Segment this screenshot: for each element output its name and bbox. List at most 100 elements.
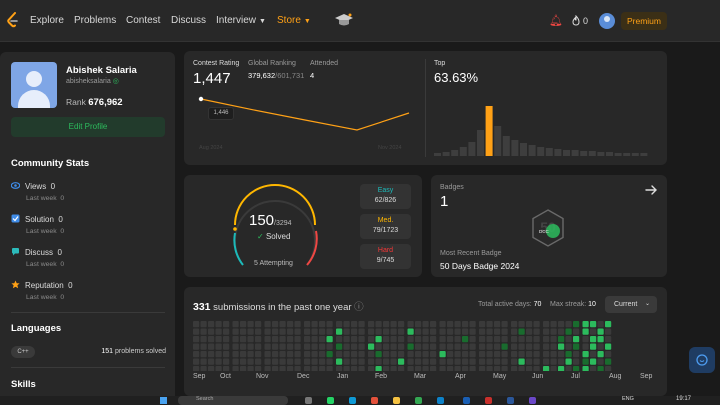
heatmap-cell[interactable]	[287, 336, 294, 343]
heatmap-cell[interactable]	[422, 343, 429, 350]
heatmap-cell[interactable]	[582, 358, 589, 365]
heatmap-cell[interactable]	[368, 358, 375, 365]
heatmap-cell[interactable]	[550, 328, 557, 335]
heatmap-cell[interactable]	[255, 366, 262, 371]
heatmap-cell[interactable]	[319, 336, 326, 343]
heatmap-cell[interactable]	[223, 366, 230, 371]
year-dropdown[interactable]: Current ⌄	[605, 296, 657, 313]
arrow-right-icon[interactable]	[645, 184, 657, 196]
heatmap-cell[interactable]	[479, 328, 486, 335]
word-icon[interactable]	[507, 397, 514, 404]
heatmap-cell[interactable]	[336, 366, 343, 371]
heatmap-cell[interactable]	[590, 321, 597, 328]
heatmap-cell[interactable]	[240, 321, 247, 328]
heatmap-cell[interactable]	[279, 336, 286, 343]
heatmap-cell[interactable]	[550, 366, 557, 371]
heatmap-cell[interactable]	[375, 366, 382, 371]
heatmap-cell[interactable]	[232, 321, 239, 328]
heatmap-cell[interactable]	[533, 358, 540, 365]
heatmap-cell[interactable]	[240, 351, 247, 358]
heatmap-cell[interactable]	[319, 343, 326, 350]
heatmap-cell[interactable]	[287, 343, 294, 350]
graduation-cap-icon[interactable]	[334, 12, 354, 28]
heatmap-cell[interactable]	[351, 366, 358, 371]
heatmap-cell[interactable]	[326, 336, 333, 343]
heatmap-cell[interactable]	[343, 321, 350, 328]
heatmap-cell[interactable]	[573, 358, 580, 365]
heatmap-cell[interactable]	[223, 328, 230, 335]
heatmap-cell[interactable]	[232, 343, 239, 350]
heatmap-cell[interactable]	[279, 343, 286, 350]
heatmap-cell[interactable]	[511, 358, 518, 365]
heatmap-cell[interactable]	[398, 336, 405, 343]
heatmap-cell[interactable]	[272, 328, 279, 335]
heatmap-cell[interactable]	[311, 351, 318, 358]
heatmap-cell[interactable]	[573, 321, 580, 328]
heatmap-cell[interactable]	[383, 351, 390, 358]
heatmap-cell[interactable]	[351, 328, 358, 335]
heatmap-cell[interactable]	[255, 321, 262, 328]
heatmap-cell[interactable]	[193, 366, 200, 371]
heatmap-cell[interactable]	[223, 343, 230, 350]
heatmap-cell[interactable]	[415, 343, 422, 350]
heatmap-cell[interactable]	[558, 358, 565, 365]
heatmap-cell[interactable]	[351, 343, 358, 350]
heatmap-cell[interactable]	[447, 343, 454, 350]
heatmap-cell[interactable]	[208, 351, 215, 358]
heatmap-cell[interactable]	[247, 351, 254, 358]
heatmap-cell[interactable]	[240, 343, 247, 350]
heatmap-cell[interactable]	[486, 336, 493, 343]
heatmap-cell[interactable]	[383, 321, 390, 328]
heatmap-cell[interactable]	[573, 366, 580, 371]
heatmap-cell[interactable]	[533, 343, 540, 350]
heatmap-cell[interactable]	[351, 358, 358, 365]
heatmap-cell[interactable]	[447, 328, 454, 335]
heatmap-cell[interactable]	[398, 343, 405, 350]
heatmap-cell[interactable]	[272, 343, 279, 350]
bell-icon[interactable]: 🔔︎	[549, 15, 563, 27]
rating-data-point[interactable]	[198, 96, 204, 102]
heatmap-cell[interactable]	[304, 328, 311, 335]
heatmap-cell[interactable]	[422, 358, 429, 365]
heatmap-cell[interactable]	[605, 343, 612, 350]
heatmap-cell[interactable]	[272, 321, 279, 328]
heatmap-cell[interactable]	[215, 351, 222, 358]
heatmap-cell[interactable]	[439, 336, 446, 343]
heatmap-cell[interactable]	[336, 351, 343, 358]
heatmap-cell[interactable]	[343, 358, 350, 365]
nav-problems[interactable]: Problems	[74, 15, 117, 26]
heatmap-cell[interactable]	[304, 343, 311, 350]
heatmap-cell[interactable]	[558, 366, 565, 371]
heatmap-cell[interactable]	[597, 343, 604, 350]
heatmap-cell[interactable]	[501, 366, 508, 371]
leetcode-logo-icon[interactable]	[6, 12, 20, 29]
heatmap-cell[interactable]	[336, 343, 343, 350]
heatmap-cell[interactable]	[526, 351, 533, 358]
heatmap-cell[interactable]	[336, 321, 343, 328]
heatmap-cell[interactable]	[501, 343, 508, 350]
heatmap-cell[interactable]	[486, 328, 493, 335]
heatmap-cell[interactable]	[398, 366, 405, 371]
heatmap-cell[interactable]	[543, 328, 550, 335]
folder-icon[interactable]	[393, 397, 400, 404]
heatmap-cell[interactable]	[494, 358, 501, 365]
heatmap-cell[interactable]	[605, 358, 612, 365]
heatmap-cell[interactable]	[375, 321, 382, 328]
heatmap-cell[interactable]	[343, 366, 350, 371]
taskbar-app-icon[interactable]	[485, 397, 492, 404]
heatmap-cell[interactable]	[582, 366, 589, 371]
heatmap-cell[interactable]	[319, 351, 326, 358]
heatmap-cell[interactable]	[494, 343, 501, 350]
heatmap-cell[interactable]	[590, 328, 597, 335]
heatmap-cell[interactable]	[200, 343, 207, 350]
heatmap-cell[interactable]	[208, 366, 215, 371]
nav-discuss[interactable]: Discuss	[171, 15, 207, 26]
nav-interview[interactable]: Interview ▼	[216, 15, 266, 26]
heatmap-cell[interactable]	[223, 321, 230, 328]
heatmap-cell[interactable]	[486, 351, 493, 358]
heatmap-cell[interactable]	[573, 343, 580, 350]
heatmap-cell[interactable]	[462, 336, 469, 343]
heatmap-cell[interactable]	[605, 328, 612, 335]
heatmap-cell[interactable]	[494, 351, 501, 358]
taskbar-app-icon[interactable]	[529, 397, 536, 404]
